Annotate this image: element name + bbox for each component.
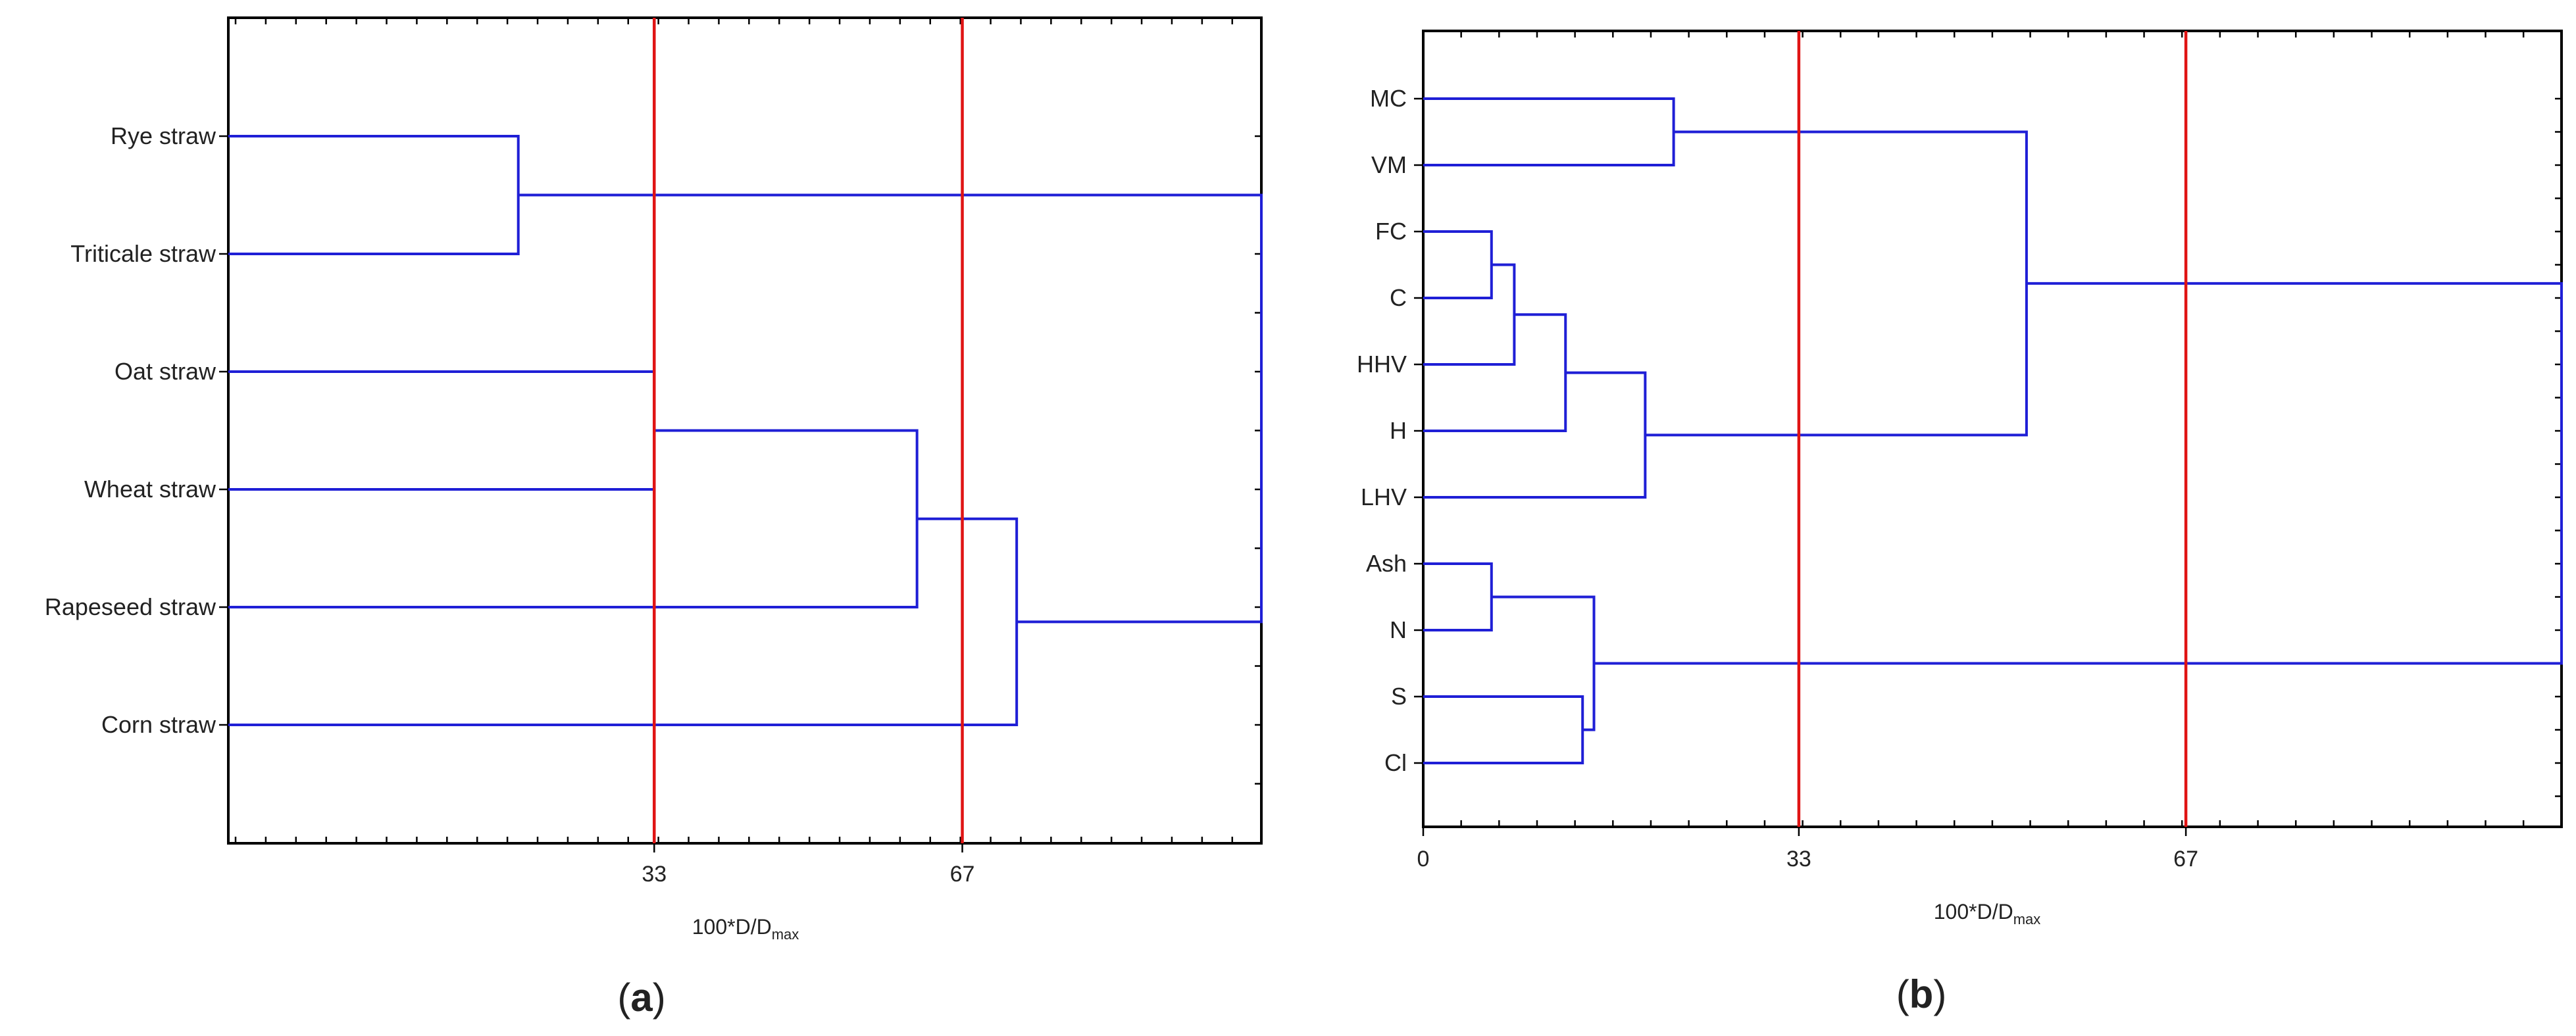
caption-open: ( bbox=[1896, 972, 1909, 1016]
x-tick-label: 0 bbox=[1417, 847, 1430, 872]
dendrogram-link bbox=[1423, 263, 1516, 366]
dendrogram-link bbox=[1423, 371, 1647, 499]
dendrogram-link bbox=[1594, 282, 2563, 665]
dendrogram-link bbox=[228, 517, 1019, 726]
dendrogram-link bbox=[1491, 595, 1596, 731]
leaf-label: MC bbox=[1370, 85, 1407, 112]
dendrogram-link bbox=[1423, 230, 1493, 299]
leaf-label: Ash bbox=[1366, 550, 1407, 577]
leaf-label: Triticale straw bbox=[70, 240, 216, 267]
leaf-label: N bbox=[1390, 616, 1407, 643]
x-tick-label: 67 bbox=[2173, 847, 2198, 872]
panel-caption: (a) bbox=[617, 975, 665, 1020]
leaf-label: FC bbox=[1375, 218, 1407, 245]
leaf-label: Rapeseed straw bbox=[45, 593, 216, 620]
caption-open: ( bbox=[617, 975, 630, 1020]
leaf-label: HHV bbox=[1357, 351, 1407, 378]
dendrogram-link bbox=[1423, 695, 1584, 764]
leaf-label: Wheat straw bbox=[84, 476, 216, 503]
x-axis-label-subscript: max bbox=[772, 926, 799, 943]
caption-letter: a bbox=[630, 975, 653, 1020]
leaf-label: Rye straw bbox=[111, 122, 216, 149]
dendrogram-link bbox=[1645, 130, 2028, 437]
dendrogram-link bbox=[1423, 97, 1675, 166]
panel-caption: (b) bbox=[1896, 972, 1947, 1016]
dendrogram-link bbox=[518, 193, 1263, 624]
x-tick-label: 33 bbox=[1786, 847, 1811, 872]
x-axis-label-base: 100*D/D bbox=[1934, 900, 2013, 924]
dendrogram-link bbox=[1423, 562, 1493, 631]
x-axis-label: 100*D/Dmax bbox=[1934, 900, 2041, 927]
caption-letter: b bbox=[1909, 972, 1934, 1016]
leaf-label: Cl bbox=[1384, 749, 1407, 776]
leaf-label: LHV bbox=[1361, 483, 1407, 510]
dendrogram-link bbox=[228, 135, 520, 255]
caption-close: ) bbox=[653, 975, 666, 1020]
x-tick-label: 67 bbox=[950, 862, 975, 887]
leaf-label: VM bbox=[1371, 151, 1407, 178]
dendrogram-link bbox=[1423, 313, 1567, 432]
x-axis-label-subscript: max bbox=[2013, 911, 2041, 927]
leaf-label: C bbox=[1390, 284, 1407, 311]
leaf-label: S bbox=[1391, 683, 1407, 710]
caption-close: ) bbox=[1933, 972, 1946, 1016]
x-axis-label: 100*D/Dmax bbox=[692, 915, 799, 943]
dendrogram-panel-a: Rye straw Triticale straw Oat straw Wheat s… bbox=[45, 16, 1263, 1020]
dendrogram-link bbox=[228, 370, 656, 491]
leaf-label: H bbox=[1390, 417, 1407, 444]
x-axis-label-base: 100*D/D bbox=[692, 915, 772, 939]
dendrogram-link bbox=[228, 429, 919, 608]
x-tick-label: 33 bbox=[642, 862, 667, 887]
dendrogram-panel-b: MC VM FC C HHV H LHV Ash N S Cl 0 33 67 100*D/Dmax (b) bbox=[1357, 30, 2563, 1016]
leaf-label: Oat straw bbox=[114, 358, 216, 385]
leaf-label: Corn straw bbox=[101, 711, 216, 738]
